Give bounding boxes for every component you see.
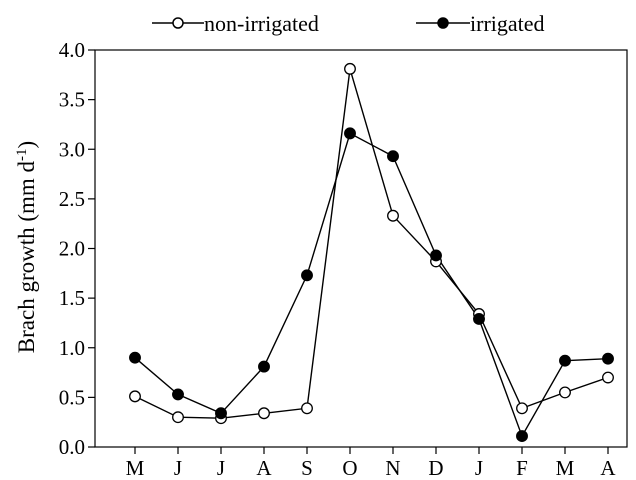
y-tick-label: 3.0 <box>59 137 85 161</box>
point-non-irrigated <box>602 371 614 384</box>
axes: 0.0 0.5 1.0 1.5 2.0 2.5 3.0 3.5 4.0 M J J A S O N D J F M A <box>59 38 628 480</box>
point-irrigated <box>129 351 141 364</box>
legend-label-irrigated: irrigated <box>470 11 545 36</box>
point-irrigated <box>344 127 356 140</box>
x-tick-label: M <box>126 456 145 480</box>
y-tick-label: 3.5 <box>59 88 85 112</box>
point-irrigated <box>516 430 528 443</box>
point-irrigated <box>301 269 313 282</box>
series-lines <box>134 68 609 438</box>
point-irrigated <box>430 249 442 262</box>
point-irrigated <box>473 313 485 325</box>
legend-marker-non-irrigated <box>172 17 184 29</box>
y-tick-label: 4.0 <box>59 38 85 62</box>
point-irrigated <box>215 407 227 420</box>
x-tick-label: S <box>301 456 313 480</box>
point-irrigated <box>172 388 184 401</box>
x-tick-label: J <box>475 456 483 480</box>
legend-label-non-irrigated: non-irrigated <box>204 11 319 36</box>
y-axis-label-suffix: ) <box>14 141 39 149</box>
series-line-irrigated <box>134 132 609 438</box>
y-tick-label: 0.0 <box>59 435 85 459</box>
legend: non-irrigated irrigated <box>152 11 545 36</box>
point-non-irrigated <box>172 411 184 424</box>
y-axis-label: Brach growth (mm d-1) <box>14 141 39 353</box>
point-irrigated <box>258 360 270 373</box>
y-tick-label: 2.5 <box>59 187 85 211</box>
y-axis-label-superscript: -1 <box>14 148 30 161</box>
series-points <box>129 62 614 443</box>
point-non-irrigated <box>559 386 571 399</box>
point-non-irrigated <box>301 402 313 415</box>
y-tick-label: 1.5 <box>59 286 85 310</box>
point-irrigated <box>387 150 399 163</box>
y-tick-label: 0.5 <box>59 385 85 409</box>
x-tick-label: M <box>556 456 575 480</box>
x-tick-label: A <box>256 456 272 480</box>
x-tick-label: J <box>217 456 225 480</box>
point-irrigated <box>602 352 614 365</box>
x-tick-label: F <box>516 456 528 480</box>
point-non-irrigated <box>258 407 270 420</box>
legend-marker-irrigated <box>437 17 449 29</box>
point-non-irrigated <box>516 402 528 415</box>
point-non-irrigated <box>129 390 141 403</box>
plot-frame <box>94 49 628 448</box>
point-non-irrigated <box>344 62 356 75</box>
y-tick-label: 1.0 <box>59 336 85 360</box>
x-tick-label: J <box>174 456 182 480</box>
x-tick-label: O <box>342 456 357 480</box>
y-axis-label-main: Brach growth (mm d <box>14 160 39 353</box>
point-non-irrigated <box>387 209 399 222</box>
y-tick-label: 2.0 <box>59 237 85 261</box>
x-tick-label: D <box>428 456 443 480</box>
series-line-non-irrigated <box>134 68 609 419</box>
point-irrigated <box>559 354 571 367</box>
x-tick-label: N <box>385 456 400 480</box>
x-tick-label: A <box>600 456 616 480</box>
